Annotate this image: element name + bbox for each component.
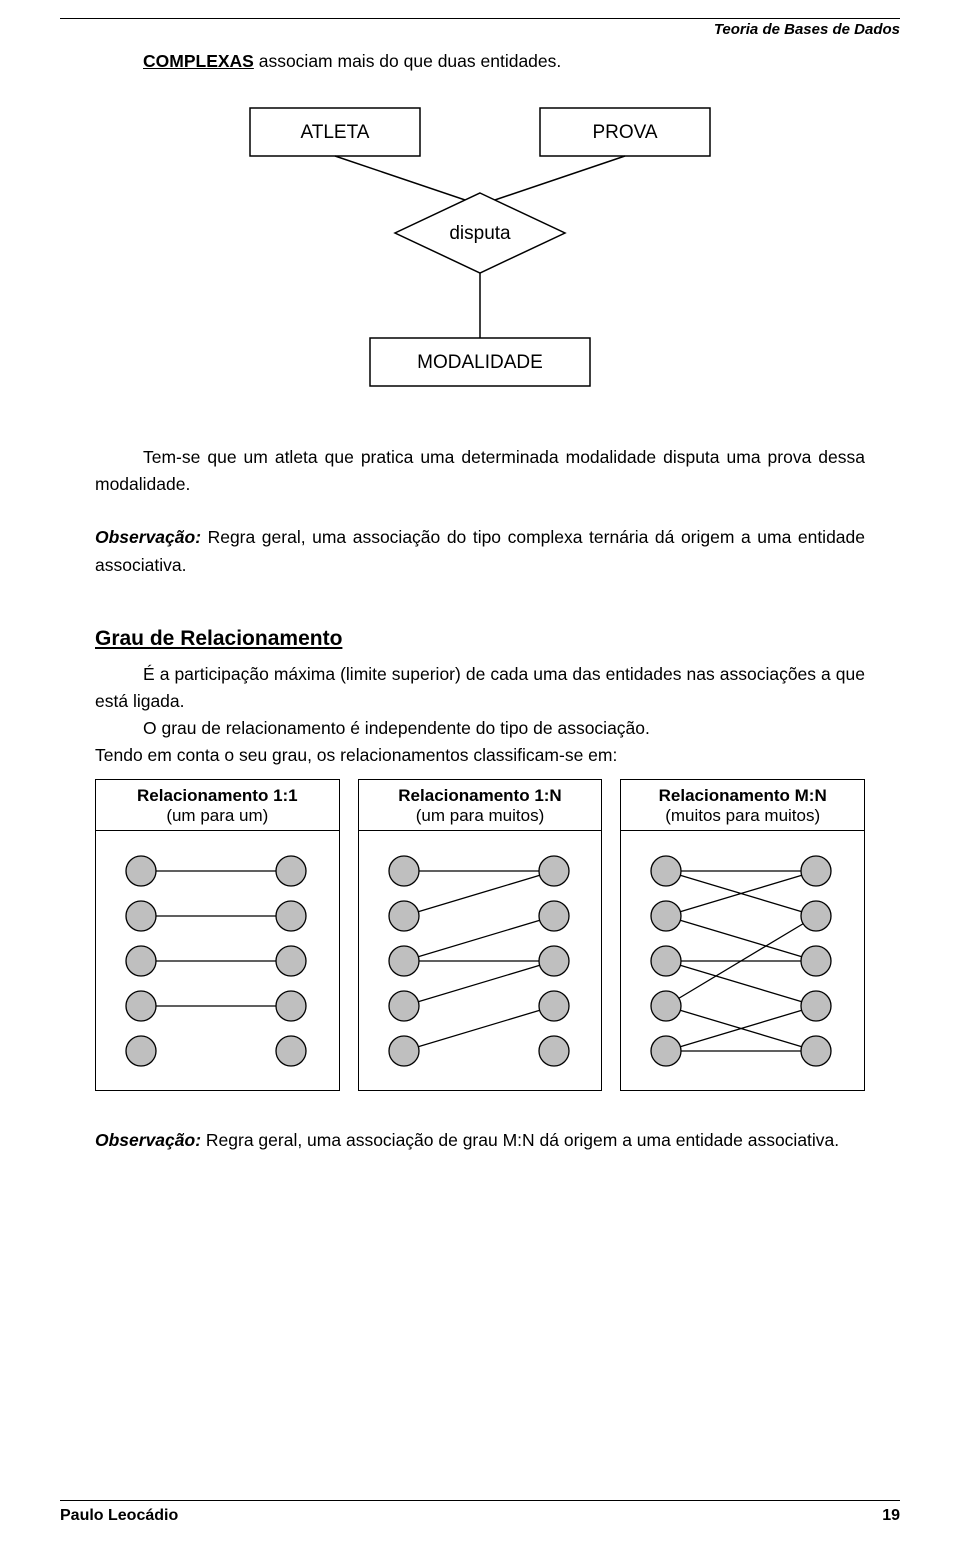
obs1-label: Observação: [95, 527, 201, 547]
obs2-text: Regra geral, uma associação de grau M:N … [201, 1130, 839, 1150]
obs1-text: Regra geral, uma associação do tipo comp… [95, 527, 865, 574]
rel-sub-11: (um para um) [100, 806, 335, 826]
rel-svg-2 [359, 841, 599, 1081]
intro-keyword: COMPLEXAS [143, 51, 254, 71]
footer-author: Paulo Leocádio [60, 1507, 178, 1525]
p-grau1: É a participação máxima (limite superior… [95, 661, 865, 715]
obs2: Observação: Regra geral, uma associação … [95, 1127, 865, 1154]
section-heading: Grau de Relacionamento [95, 627, 865, 651]
rel-title-mn: Relacionamento M:N [625, 786, 860, 806]
relationship-table: Relacionamento 1:1 (um para um) Relacion… [95, 779, 865, 1091]
er-diagram: ATLETA PROVA disputa MODALIDADE [230, 103, 730, 408]
rel-title-1n: Relacionamento 1:N [363, 786, 598, 806]
footer-rule [60, 1500, 900, 1501]
rel-sub-1n: (um para muitos) [363, 806, 598, 826]
er-svg: ATLETA PROVA disputa MODALIDADE [230, 103, 730, 403]
obs2-label: Observação: [95, 1130, 201, 1150]
rel-title-11: Relacionamento 1:1 [100, 786, 335, 806]
footer-page: 19 [882, 1507, 900, 1525]
svg-text:ATLETA: ATLETA [301, 122, 370, 143]
obs1: Observação: Regra geral, uma associação … [95, 524, 865, 578]
header-title: Teoria de Bases de Dados [0, 21, 900, 38]
rel-svg-3 [621, 841, 861, 1081]
p-grau2: O grau de relacionamento é independente … [95, 715, 865, 742]
rel-col-1n: Relacionamento 1:N (um para muitos) [358, 779, 603, 1091]
rel-dia-mn [621, 830, 864, 1090]
rel-head-11: Relacionamento 1:1 (um para um) [96, 780, 339, 830]
rel-head-mn: Relacionamento M:N (muitos para muitos) [621, 780, 864, 830]
footer-row: Paulo Leocádio 19 [60, 1507, 900, 1525]
page-content: COMPLEXAS associam mais do que duas enti… [0, 38, 960, 1154]
rel-head-1n: Relacionamento 1:N (um para muitos) [359, 780, 602, 830]
rel-dia-1n [359, 830, 602, 1090]
svg-text:PROVA: PROVA [592, 122, 657, 143]
footer: Paulo Leocádio 19 [60, 1500, 900, 1525]
header-rule [60, 18, 900, 19]
svg-text:MODALIDADE: MODALIDADE [417, 352, 543, 373]
svg-text:disputa: disputa [449, 223, 511, 244]
rel-svg-1 [96, 841, 336, 1081]
rel-col-mn: Relacionamento M:N (muitos para muitos) [620, 779, 865, 1091]
rel-dia-11 [96, 830, 339, 1090]
intro-rest: associam mais do que duas entidades. [254, 51, 561, 71]
rel-col-11: Relacionamento 1:1 (um para um) [95, 779, 340, 1091]
p-temse: Tem-se que um atleta que pratica uma det… [95, 444, 865, 498]
intro-paragraph: COMPLEXAS associam mais do que duas enti… [95, 48, 865, 75]
p-grau3: Tendo em conta o seu grau, os relacionam… [95, 742, 865, 769]
rel-sub-mn: (muitos para muitos) [625, 806, 860, 826]
